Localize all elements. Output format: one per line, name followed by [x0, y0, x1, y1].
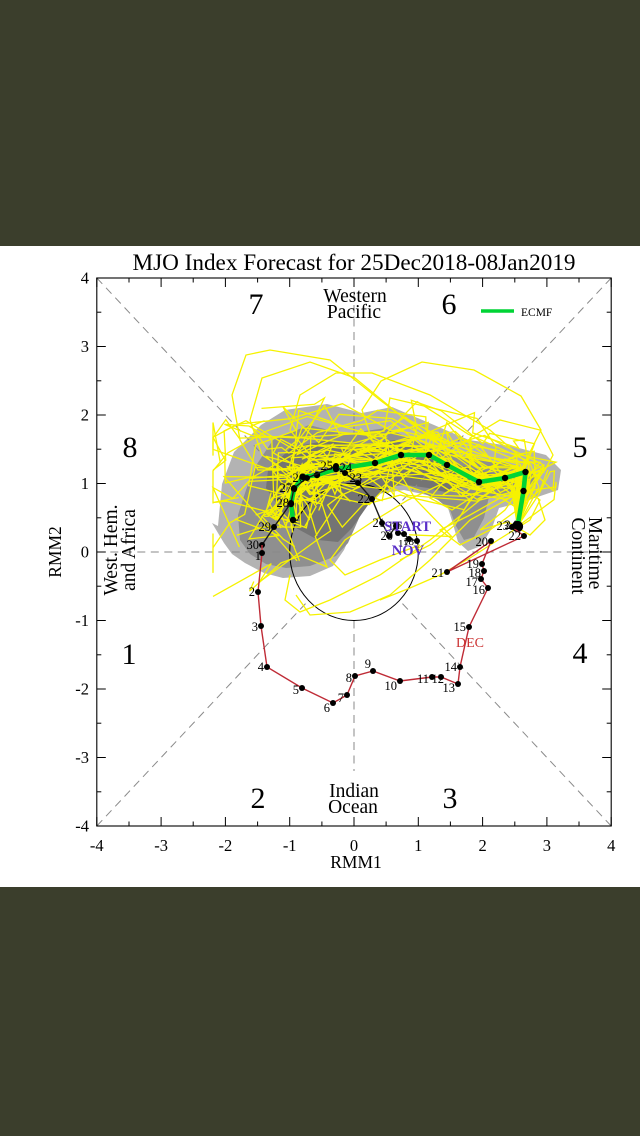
svg-text:19: 19 [467, 557, 480, 571]
svg-text:12: 12 [432, 672, 445, 686]
svg-text:RMM1: RMM1 [330, 852, 382, 872]
svg-text:17: 17 [466, 575, 479, 589]
svg-text:-4: -4 [75, 817, 89, 836]
svg-text:-2: -2 [219, 836, 233, 855]
svg-text:5: 5 [293, 683, 299, 697]
svg-text:24: 24 [505, 518, 518, 532]
svg-text:2: 2 [81, 406, 89, 425]
svg-text:11: 11 [417, 672, 429, 686]
svg-text:-3: -3 [154, 836, 168, 855]
svg-text:21: 21 [373, 516, 386, 530]
svg-text:7: 7 [338, 691, 344, 705]
svg-text:14: 14 [445, 660, 458, 674]
svg-text:29: 29 [259, 520, 272, 534]
svg-text:2: 2 [249, 585, 255, 599]
svg-text:-3: -3 [75, 748, 89, 767]
svg-text:1: 1 [255, 549, 261, 563]
svg-text:ECMF: ECMF [521, 307, 552, 319]
svg-text:8: 8 [123, 431, 138, 464]
svg-text:4: 4 [81, 269, 89, 288]
svg-text:NOV: NOV [392, 543, 425, 559]
svg-text:18: 18 [403, 536, 415, 548]
svg-text:1: 1 [81, 474, 89, 493]
svg-text:3: 3 [543, 836, 551, 855]
svg-text:-1: -1 [283, 836, 297, 855]
svg-text:17: 17 [398, 538, 410, 550]
svg-text:16: 16 [473, 583, 486, 597]
svg-text:4: 4 [573, 637, 588, 670]
svg-text:20: 20 [381, 529, 394, 543]
svg-text:4: 4 [607, 836, 615, 855]
svg-text:DEC: DEC [456, 636, 484, 651]
svg-text:8: 8 [346, 671, 352, 685]
svg-text:23: 23 [350, 471, 363, 485]
svg-text:0: 0 [81, 543, 89, 562]
svg-text:26: 26 [293, 471, 306, 485]
svg-text:0: 0 [350, 836, 358, 855]
svg-text:6: 6 [324, 701, 330, 715]
svg-text:Indian: Indian [329, 781, 379, 802]
svg-text:-2: -2 [75, 680, 89, 699]
svg-text:24: 24 [340, 461, 353, 475]
svg-text:2: 2 [478, 836, 486, 855]
svg-text:3: 3 [252, 620, 258, 634]
svg-text:21: 21 [432, 566, 445, 580]
svg-text:20: 20 [476, 535, 489, 549]
svg-text:30: 30 [247, 538, 260, 552]
svg-text:25: 25 [321, 459, 334, 473]
svg-text:16: 16 [391, 520, 403, 532]
svg-text:Western: Western [323, 286, 387, 307]
svg-text:and Africa: and Africa [119, 509, 140, 591]
svg-text:15: 15 [454, 620, 467, 634]
svg-text:1: 1 [122, 638, 137, 671]
svg-text:-1: -1 [75, 611, 89, 630]
svg-text:13: 13 [443, 681, 456, 695]
svg-text:19: 19 [388, 519, 401, 533]
svg-text:22: 22 [358, 492, 371, 506]
svg-text:9: 9 [365, 657, 371, 671]
svg-text:Continent: Continent [567, 518, 588, 595]
svg-text:18: 18 [469, 566, 482, 580]
svg-text:RMM2: RMM2 [45, 526, 65, 578]
svg-text:1: 1 [414, 836, 422, 855]
svg-text:MJO Index Forecast for 25Dec20: MJO Index Forecast for 25Dec2018-08Jan20… [132, 250, 575, 276]
svg-text:Pacific: Pacific [327, 302, 381, 323]
svg-text:START: START [384, 519, 431, 535]
svg-text:23: 23 [497, 519, 510, 533]
svg-text:Maritime: Maritime [584, 517, 605, 590]
svg-text:27: 27 [280, 481, 293, 495]
svg-text:West. Hem.: West. Hem. [101, 504, 122, 595]
svg-text:Ocean: Ocean [328, 797, 378, 818]
svg-text:7: 7 [249, 288, 264, 321]
svg-text:-4: -4 [90, 836, 104, 855]
svg-text:2: 2 [251, 782, 266, 815]
svg-text:3: 3 [81, 337, 89, 356]
svg-text:5: 5 [573, 431, 588, 464]
svg-text:4: 4 [258, 660, 265, 674]
svg-text:3: 3 [443, 782, 458, 815]
svg-text:6: 6 [442, 288, 457, 321]
svg-text:10: 10 [385, 679, 398, 693]
svg-text:22: 22 [509, 529, 522, 543]
svg-text:28: 28 [277, 496, 290, 510]
